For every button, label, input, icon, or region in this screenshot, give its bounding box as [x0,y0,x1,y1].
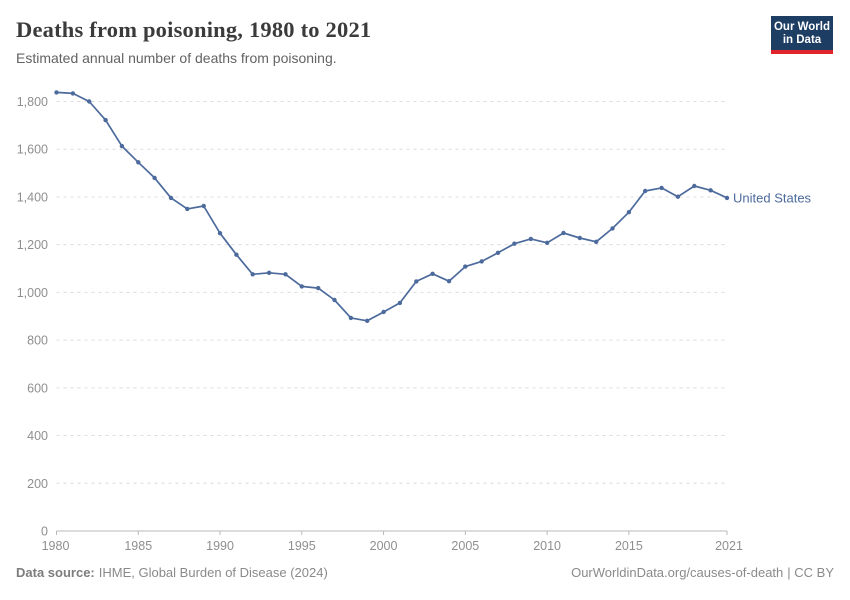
data-point[interactable] [397,300,403,306]
credit-link[interactable]: OurWorldinData.org/causes-of-death [571,565,784,580]
data-point[interactable] [430,271,435,276]
data-point[interactable] [495,250,501,255]
data-point[interactable] [708,188,713,193]
y-axis-tick-label: 1,800 [17,95,48,109]
data-point[interactable] [692,183,697,189]
data-point[interactable] [463,264,468,269]
data-point[interactable] [103,117,108,123]
data-point[interactable] [577,235,582,241]
line-chart: 0 200 400 600 800 1,000 1,200 1,400 1,600 1,800 19… [17,90,812,553]
x-axis-tick-label: 2010 [533,539,561,553]
y-axis-tick-label: 0 [41,525,48,539]
data-point[interactable] [594,239,599,244]
x-axis-tick-label: 2005 [451,539,479,553]
data-point[interactable] [266,270,272,275]
chart-header: Deaths from poisoning, 1980 to 2021 Esti… [16,16,740,66]
data-source-value: IHME, Global Burden of Disease (2024) [98,565,328,580]
data-point[interactable] [626,210,632,215]
data-source-label: Data source: [16,565,95,580]
y-axis-tick-label: 1,400 [17,190,48,204]
y-axis-tick-label: 1,600 [17,143,48,157]
data-point[interactable] [152,175,157,181]
owid-logo: Our World in Data [771,16,833,54]
series-label-united-states[interactable]: United States [733,190,812,205]
data-point[interactable] [512,241,517,246]
data-point[interactable] [299,284,304,289]
data-point[interactable] [643,188,648,194]
x-axis-tick-label: 1980 [42,539,70,553]
y-axis-tick-label: 1,000 [17,286,48,300]
data-point[interactable] [217,231,223,236]
x-axis-tick-label: 2000 [370,539,398,553]
chart-footer: Data source: IHME, Global Burden of Disea… [16,565,834,580]
y-axis-tick-label: 400 [27,429,48,443]
data-point[interactable] [414,279,419,284]
data-point[interactable] [610,226,615,231]
data-point[interactable] [381,309,386,315]
data-point[interactable] [528,236,533,242]
data-point[interactable] [659,185,664,191]
x-axis-tick-label: 1985 [124,539,152,553]
y-axis-tick-label: 200 [27,477,48,491]
x-axis-tick-label: 2021 [715,539,743,553]
data-point[interactable] [479,259,484,264]
data-point[interactable] [119,143,125,149]
x-axis-tick-label: 1995 [288,539,316,553]
data-point[interactable] [365,318,370,323]
data-point[interactable] [316,285,321,291]
data-point[interactable] [332,297,337,303]
page-subtitle: Estimated annual number of deaths from p… [16,50,337,66]
data-line-united-states[interactable] [55,91,728,322]
data-source: Data source: IHME, Global Burden of Disea… [16,565,328,580]
data-point[interactable] [675,194,681,199]
data-point[interactable] [54,90,59,95]
credit: OurWorldinData.org/causes-of-death | CC B… [571,565,834,580]
y-axis-tick-label: 800 [27,334,48,348]
page-title: Deaths from poisoning, 1980 to 2021 [16,17,372,42]
owid-logo-line1: Our World [773,21,830,33]
y-axis-tick-label: 1,200 [17,238,48,252]
data-point[interactable] [136,160,141,165]
x-axis-tick-label: 2015 [615,539,643,553]
data-point[interactable] [283,272,288,277]
y-axis-tick-label: 600 [27,381,48,395]
data-point[interactable] [70,91,76,96]
data-point[interactable] [561,230,566,236]
owid-logo-line2: in Data [782,34,822,46]
data-point[interactable] [348,315,354,321]
data-point[interactable] [201,203,206,209]
data-point[interactable] [724,195,730,201]
data-point[interactable] [87,99,92,104]
credit-license: | CC BY [787,565,834,580]
data-point[interactable] [250,272,255,277]
data-point[interactable] [185,206,190,212]
data-point[interactable] [446,279,452,284]
x-axis-tick-label: 1990 [206,539,234,553]
data-point[interactable] [544,240,550,245]
data-point[interactable] [168,195,174,201]
data-point[interactable] [234,252,239,257]
